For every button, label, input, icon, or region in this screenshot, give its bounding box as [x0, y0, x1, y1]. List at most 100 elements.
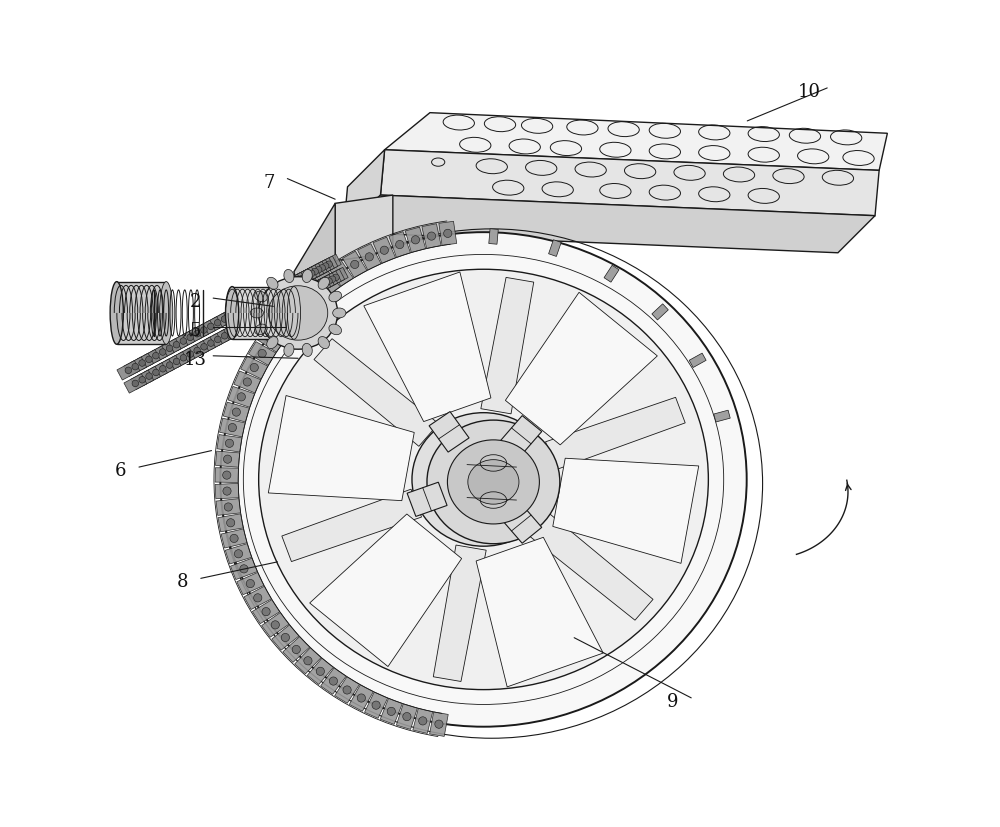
Polygon shape [247, 290, 271, 311]
Circle shape [146, 373, 152, 380]
Polygon shape [278, 275, 303, 294]
Circle shape [396, 241, 404, 249]
Circle shape [223, 455, 232, 463]
Circle shape [319, 281, 325, 288]
Polygon shape [364, 272, 491, 422]
Polygon shape [124, 357, 147, 376]
Circle shape [153, 369, 159, 375]
Polygon shape [252, 600, 280, 624]
Polygon shape [422, 223, 441, 248]
Ellipse shape [226, 287, 239, 339]
Circle shape [351, 261, 359, 269]
Polygon shape [292, 267, 317, 287]
Polygon shape [243, 309, 268, 329]
Polygon shape [501, 416, 542, 457]
Polygon shape [254, 304, 278, 324]
Circle shape [166, 345, 173, 351]
Circle shape [227, 519, 235, 527]
Polygon shape [267, 314, 294, 340]
Polygon shape [272, 625, 299, 650]
Circle shape [294, 294, 301, 301]
Circle shape [343, 686, 351, 694]
Polygon shape [117, 282, 166, 344]
Circle shape [435, 720, 443, 729]
Circle shape [326, 261, 332, 267]
Polygon shape [261, 284, 285, 304]
Polygon shape [220, 418, 245, 437]
Text: 9: 9 [667, 693, 679, 711]
Polygon shape [501, 503, 542, 543]
Circle shape [323, 278, 331, 286]
Circle shape [281, 633, 289, 642]
Polygon shape [289, 290, 316, 316]
Polygon shape [179, 327, 202, 347]
Polygon shape [216, 499, 241, 515]
Circle shape [242, 305, 248, 311]
Circle shape [235, 308, 242, 315]
Circle shape [273, 305, 280, 312]
Polygon shape [553, 458, 699, 563]
Polygon shape [151, 359, 174, 379]
Polygon shape [257, 302, 282, 323]
Polygon shape [317, 254, 341, 275]
Circle shape [287, 311, 295, 319]
Circle shape [225, 439, 234, 447]
Circle shape [263, 294, 269, 300]
Polygon shape [158, 356, 181, 375]
Circle shape [243, 378, 251, 386]
Bar [652, 304, 668, 320]
Circle shape [266, 292, 273, 299]
Polygon shape [218, 514, 243, 532]
Circle shape [256, 314, 262, 321]
Circle shape [326, 278, 332, 284]
Ellipse shape [302, 270, 312, 283]
Polygon shape [241, 356, 268, 379]
Circle shape [256, 298, 262, 304]
Circle shape [403, 713, 411, 721]
Polygon shape [215, 451, 240, 467]
Ellipse shape [110, 282, 123, 344]
Polygon shape [117, 361, 140, 380]
Ellipse shape [318, 277, 329, 289]
Circle shape [292, 645, 300, 653]
Circle shape [315, 266, 322, 273]
Ellipse shape [250, 308, 263, 318]
Polygon shape [278, 302, 305, 327]
Polygon shape [380, 150, 879, 216]
Circle shape [232, 408, 240, 416]
Polygon shape [310, 514, 462, 667]
Polygon shape [335, 253, 401, 306]
Circle shape [245, 303, 252, 309]
Polygon shape [271, 278, 296, 298]
Polygon shape [271, 294, 296, 315]
Circle shape [201, 327, 207, 333]
Circle shape [411, 236, 420, 244]
Polygon shape [223, 402, 249, 422]
Polygon shape [248, 342, 276, 366]
Ellipse shape [412, 413, 555, 546]
Circle shape [333, 274, 339, 280]
Circle shape [194, 347, 200, 354]
Circle shape [387, 707, 395, 715]
Circle shape [329, 276, 336, 283]
Bar [689, 353, 706, 367]
Polygon shape [158, 338, 181, 358]
Polygon shape [296, 282, 320, 302]
Polygon shape [296, 265, 320, 285]
Polygon shape [481, 277, 534, 414]
Circle shape [312, 268, 318, 275]
Ellipse shape [302, 343, 312, 356]
Bar [549, 240, 561, 256]
Polygon shape [282, 272, 306, 293]
Circle shape [267, 336, 275, 344]
Polygon shape [172, 348, 195, 367]
Circle shape [305, 272, 311, 279]
Circle shape [235, 325, 242, 332]
Polygon shape [314, 339, 439, 447]
Polygon shape [268, 297, 292, 317]
Circle shape [180, 355, 187, 361]
Polygon shape [145, 363, 167, 382]
Polygon shape [299, 263, 324, 284]
Polygon shape [321, 667, 346, 695]
Circle shape [139, 360, 145, 366]
